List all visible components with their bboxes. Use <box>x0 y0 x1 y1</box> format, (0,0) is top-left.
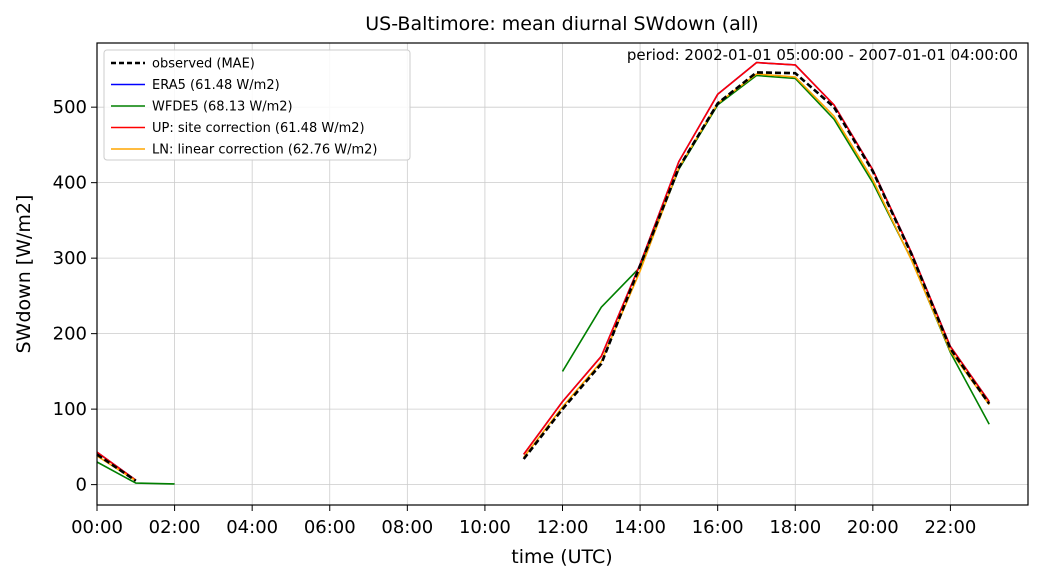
x-tick-label: 12:00 <box>537 517 589 538</box>
x-tick-label: 22:00 <box>924 517 976 538</box>
series-line-observed <box>96 71 991 482</box>
x-tick-label: 00:00 <box>71 517 123 538</box>
legend-box <box>103 49 411 161</box>
legend-label: observed (MAE) <box>152 57 255 72</box>
legend-label: UP: site correction (61.48 W/m2) <box>152 121 365 136</box>
x-tick-label: 10:00 <box>459 517 511 538</box>
legend-label: LN: linear correction (62.76 W/m2) <box>152 143 378 158</box>
x-tick-label: 04:00 <box>226 517 278 538</box>
x-tick-label: 16:00 <box>692 517 744 538</box>
x-tick-label: 14:00 <box>614 517 666 538</box>
legend-label: WFDE5 (68.13 W/m2) <box>152 100 293 115</box>
y-tick-label: 200 <box>53 324 87 345</box>
legend-label: ERA5 (61.48 W/m2) <box>152 78 280 93</box>
y-tick-label: 0 <box>76 475 87 496</box>
x-tick-label: 06:00 <box>304 517 356 538</box>
period-annotation: period: 2002-01-01 05:00:00 - 2007-01-01… <box>627 46 1018 64</box>
legend: observed (MAE) ERA5 (61.48 W/m2) WFDE5 (68… <box>103 49 411 161</box>
x-tick-label: 02:00 <box>149 517 201 538</box>
y-tick-label: 500 <box>53 97 87 118</box>
x-tick-label: 20:00 <box>847 517 899 538</box>
y-tick-label: 300 <box>53 248 87 269</box>
tick-layer: 00:00 02:00 04:00 06:00 08:00 10:00 12:00 14:00… <box>53 97 977 538</box>
y-tick-label: 100 <box>53 399 87 420</box>
x-axis-title: time (UTC) <box>511 546 612 568</box>
chart-title: US-Baltimore: mean diurnal SWdown (all) <box>365 13 758 35</box>
x-tick-label: 08:00 <box>381 517 433 538</box>
x-tick-label: 18:00 <box>769 517 821 538</box>
y-tick-label: 400 <box>53 173 87 194</box>
series-layer <box>96 61 991 485</box>
y-axis-title: SWdown [W/m2] <box>13 195 35 354</box>
